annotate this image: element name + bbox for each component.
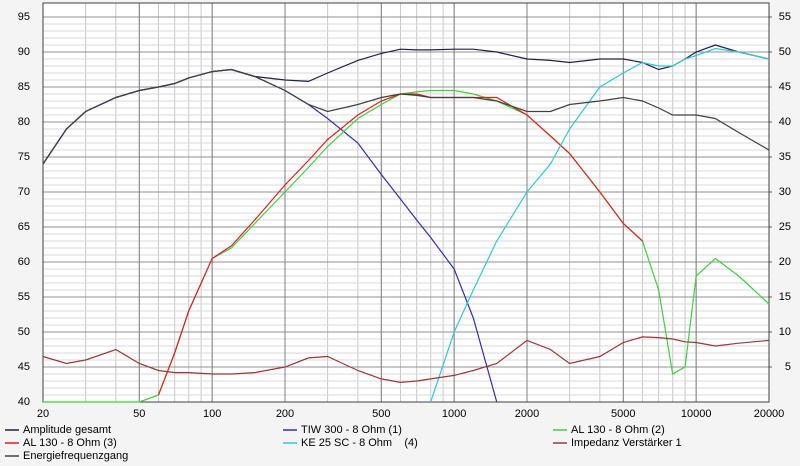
legend-label: TIW 300 - 8 Ohm (1)	[301, 424, 402, 436]
legend-label: AL 130 - 8 Ohm (3)	[23, 437, 117, 449]
x-tick-label: 2000	[515, 408, 539, 420]
x-tick-label: 500	[372, 408, 390, 420]
x-tick-label: 10000	[681, 408, 712, 420]
y2-tick-label: 35	[779, 151, 791, 163]
y2-tick-label: 40	[779, 116, 791, 128]
y2-tick-label: 20	[779, 256, 791, 268]
series-line	[42, 336, 770, 384]
legend-label: AL 130 - 8 Ohm (2)	[571, 424, 665, 436]
x-tick-label: 200	[276, 408, 294, 420]
y-tick-label: 80	[18, 116, 30, 128]
y-tick-label: 70	[18, 186, 30, 198]
y2-tick-label: 5	[785, 361, 791, 373]
y-tick-label: 90	[18, 46, 30, 58]
y2-tick-label: 45	[779, 81, 791, 93]
y-tick-label: 60	[18, 256, 30, 268]
y-tick-label: 55	[18, 291, 30, 303]
series-line	[430, 47, 770, 403]
y-tick-label: 65	[18, 221, 30, 233]
legend-label: Amplitude gesamt	[23, 424, 111, 436]
x-tick-label: 20	[37, 408, 49, 420]
y2-tick-label: 25	[779, 221, 791, 233]
x-tick-label: 1000	[442, 408, 466, 420]
y-tick-label: 45	[18, 361, 30, 373]
x-tick-label: 20000	[754, 408, 785, 420]
y2-tick-label: 30	[779, 186, 791, 198]
y2-tick-label: 55	[779, 11, 791, 23]
y-tick-label: 85	[18, 81, 30, 93]
series-line	[42, 68, 770, 165]
x-tick-label: 50	[133, 408, 145, 420]
y-tick-label: 40	[18, 396, 30, 408]
x-tick-label: 5000	[611, 408, 635, 420]
y2-tick-label: 50	[779, 46, 791, 58]
legend-label: KE 25 SC - 8 Ohm (4)	[301, 437, 418, 449]
legend-label: Energiefrequenzgang	[23, 450, 128, 462]
y2-tick-label: 10	[779, 326, 791, 338]
plot-area	[43, 3, 769, 402]
y2-tick-label: 15	[779, 291, 791, 303]
y-tick-label: 95	[18, 11, 30, 23]
y-tick-label: 50	[18, 326, 30, 338]
x-tick-label: 100	[203, 408, 221, 420]
y-tick-label: 75	[18, 151, 30, 163]
legend-label: Impedanz Verstärker 1	[571, 437, 682, 449]
plot-border	[42, 2, 770, 403]
